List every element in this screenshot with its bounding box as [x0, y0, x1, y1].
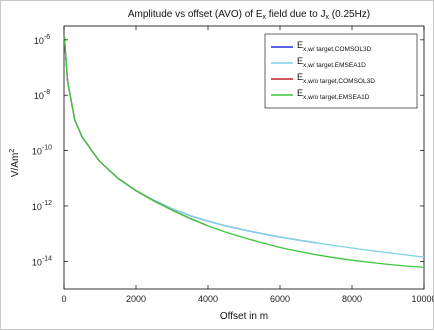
y-tick-label: 10-6: [34, 34, 50, 46]
x-tick-label: 8000: [342, 294, 362, 304]
y-axis-label: V/Am2: [9, 149, 21, 177]
legend: Ex,w/ target,COMSOL3D Ex,w/ target,EMSEA1…: [264, 33, 418, 109]
chart-title: Amplitude vs offset (AVO) of Ex field du…: [128, 9, 370, 21]
x-tick-label: 0: [61, 294, 66, 304]
x-axis-ticks: 0 2000 4000 6000 8000 10000: [61, 26, 434, 304]
x-tick-label: 4000: [198, 294, 218, 304]
y-tick-label: 10-14: [32, 255, 52, 267]
y-tick-label: 10-8: [34, 89, 50, 101]
legend-label-1: Ex,w/ target,COMSOL3D: [297, 40, 372, 53]
legend-label-2: Ex,w/ target,EMSEA1D: [297, 56, 366, 69]
x-tick-label: 2000: [126, 294, 146, 304]
legend-entries: Ex,w/ target,COMSOL3D Ex,w/ target,EMSEA1…: [271, 40, 375, 101]
x-tick-label: 10000: [411, 294, 434, 304]
legend-label-4: Ex,w/o target,EMSEA1D: [297, 88, 370, 101]
legend-label-3: Ex,w/o target,COMSOL3D: [297, 72, 375, 85]
y-axis-ticks: 10-6 10-8 10-10 10-12 10-14: [32, 34, 424, 267]
y-tick-label: 10-12: [32, 200, 52, 212]
series-layer: [63, 37, 425, 269]
series-line-4: [63, 37, 425, 269]
y-tick-label: 10-10: [32, 145, 52, 157]
x-axis-label: Offset in m: [220, 311, 268, 322]
x-tick-label: 6000: [270, 294, 290, 304]
